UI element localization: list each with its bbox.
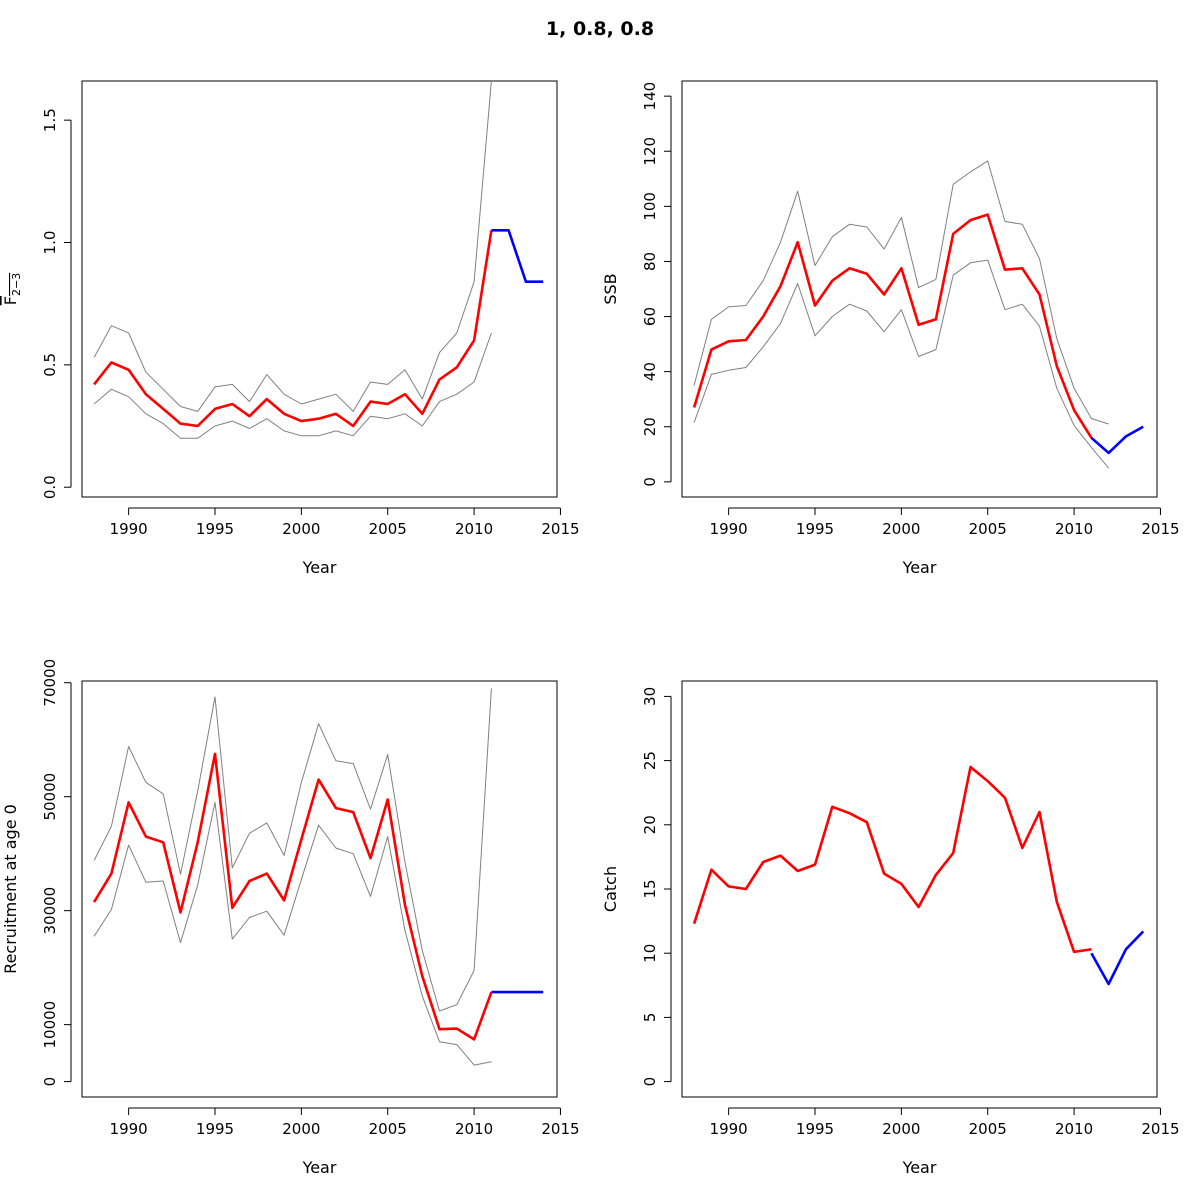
x-tick-label: 1995 — [796, 520, 834, 538]
series-lower-line — [693, 259, 1109, 469]
x-tick-label: 2015 — [1141, 1120, 1179, 1138]
x-tick-label: 2000 — [282, 1120, 320, 1138]
series-forecast-line — [1090, 425, 1144, 455]
figure-title: 1, 0.8, 0.8 — [545, 18, 655, 40]
plot-frame — [81, 680, 558, 1098]
series-group — [92, 688, 544, 1066]
x-axis: 1990 1995 2000 2005 2010 2015 — [110, 1107, 580, 1138]
panel-ssb: 1990 1995 2000 2005 2010 2015 Year 0 20 40 60 80 100… — [601, 80, 1180, 577]
x-tick-label: 2000 — [282, 520, 320, 538]
y-tick-label: 5 — [641, 1013, 659, 1023]
x-axis-title: Year — [902, 1158, 937, 1177]
x-axis-title: Year — [302, 558, 337, 577]
series-forecast-line — [1090, 930, 1145, 986]
x-tick-label: 2005 — [369, 1120, 407, 1138]
y-tick-label: 140 — [641, 82, 659, 111]
x-tick-label: 1990 — [710, 520, 748, 538]
y-tick-label: 0.5 — [41, 353, 59, 377]
y-axis-title-main: F — [1, 296, 20, 305]
x-axis: 1990 1995 2000 2005 2010 2015 — [710, 507, 1180, 538]
plot-frame — [681, 680, 1158, 1098]
y-tick-label: 120 — [641, 137, 659, 166]
series-estimate-line — [93, 230, 493, 428]
y-tick-label: 1.5 — [41, 108, 59, 132]
x-tick-label: 2010 — [1055, 1120, 1093, 1138]
y-tick-label: 40 — [641, 362, 659, 381]
series-estimate-line — [692, 213, 1093, 439]
x-tick-label: 2010 — [1055, 520, 1093, 538]
series-group — [692, 160, 1144, 469]
series-upper-line — [693, 160, 1109, 425]
panel-fbar: 1990 1995 2000 2005 2010 2015 Year 0.0 0.5 1.0 1.5… — [1, 80, 580, 577]
panel-catch: 1990 1995 2000 2005 2010 2015 Year 0 5 10 15 20 25 30… — [601, 680, 1180, 1177]
series-lower-line — [93, 801, 492, 1066]
plot-frame — [681, 80, 1158, 498]
y-tick-label: 10000 — [41, 1001, 59, 1049]
y-axis-title: F2−3 — [1, 273, 23, 305]
x-tick-label: 2010 — [455, 520, 493, 538]
x-tick-label: 2015 — [541, 1120, 579, 1138]
y-tick-label: 15 — [641, 879, 659, 898]
y-tick-label: 20 — [641, 417, 659, 436]
x-tick-label: 1995 — [196, 1120, 234, 1138]
x-axis: 1990 1995 2000 2005 2010 2015 — [710, 1107, 1180, 1138]
plot-frame — [81, 80, 558, 498]
y-axis: 0 5 10 15 20 25 30 — [641, 687, 672, 1087]
x-tick-label: 1995 — [196, 520, 234, 538]
y-tick-label: 80 — [641, 252, 659, 271]
series-estimate-line — [692, 765, 1092, 954]
y-tick-label: 30 — [641, 687, 659, 706]
y-tick-label: 30000 — [41, 887, 59, 935]
y-tick-label: 0 — [41, 1077, 59, 1087]
x-axis-title: Year — [302, 1158, 337, 1177]
series-estimate-line — [92, 752, 493, 1041]
panel-recruitment: 1990 1995 2000 2005 2010 2015 Year 0 10000 30000 5… — [1, 659, 580, 1177]
x-tick-label: 1995 — [796, 1120, 834, 1138]
series-upper-line — [93, 688, 492, 1012]
x-tick-label: 2005 — [969, 520, 1007, 538]
x-tick-label: 2015 — [541, 520, 579, 538]
y-tick-label: 100 — [641, 192, 659, 221]
y-tick-label: 0 — [641, 1077, 659, 1087]
series-group — [93, 81, 544, 439]
y-axis-title-subscript: 2−3 — [10, 273, 23, 296]
x-tick-label: 2000 — [882, 520, 920, 538]
x-axis-title: Year — [902, 558, 937, 577]
x-tick-label: 2005 — [969, 1120, 1007, 1138]
y-axis-title: SSB — [601, 273, 620, 304]
y-axis-title: Recruitment at age 0 — [1, 804, 20, 974]
x-tick-label: 2010 — [455, 1120, 493, 1138]
y-axis: 0 10000 30000 50000 70000 — [41, 659, 72, 1087]
series-forecast-line — [491, 229, 544, 284]
x-tick-label: 2000 — [882, 1120, 920, 1138]
y-tick-label: 20 — [641, 815, 659, 834]
y-tick-label: 10 — [641, 944, 659, 963]
x-tick-label: 1990 — [710, 1120, 748, 1138]
y-tick-label: 0 — [641, 477, 659, 487]
y-tick-label: 70000 — [41, 659, 59, 707]
y-axis: 0 20 40 60 80 100 120 140 — [641, 82, 672, 487]
series-lower-line — [93, 332, 492, 439]
y-tick-label: 50000 — [41, 773, 59, 821]
y-tick-label: 60 — [641, 307, 659, 326]
x-tick-label: 1990 — [110, 1120, 148, 1138]
y-tick-label: 1.0 — [41, 231, 59, 255]
x-axis: 1990 1995 2000 2005 2010 2015 — [110, 507, 580, 538]
y-tick-label: 25 — [641, 751, 659, 770]
series-group — [692, 765, 1145, 986]
x-tick-label: 2015 — [1141, 520, 1179, 538]
series-upper-line — [93, 81, 492, 412]
y-tick-label: 0.0 — [41, 475, 59, 499]
y-axis-title: Catch — [601, 866, 620, 912]
x-tick-label: 1990 — [110, 520, 148, 538]
x-tick-label: 2005 — [369, 520, 407, 538]
y-axis: 0.0 0.5 1.0 1.5 — [41, 108, 72, 499]
